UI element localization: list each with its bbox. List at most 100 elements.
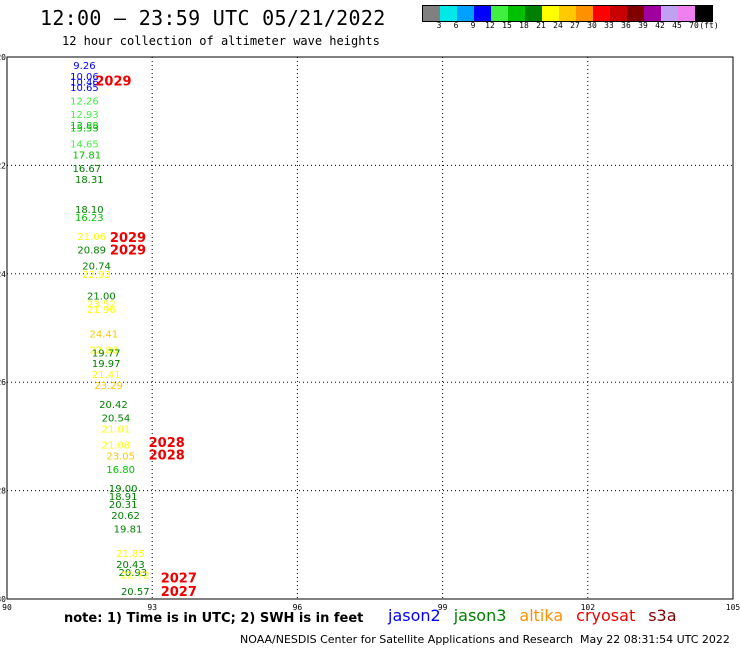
colorbar-swatch	[695, 6, 712, 21]
lat-tick-label: -20	[0, 53, 6, 62]
satellite-legend: jason2 jason3 altika cryosat s3a	[388, 606, 690, 625]
lon-tick-label: 90	[2, 603, 12, 612]
wave-height-value: 14.65	[70, 140, 99, 151]
legend-cryosat: cryosat	[576, 606, 636, 625]
wave-height-value: 17.81	[73, 151, 102, 162]
wave-height-value: 20.74	[82, 262, 111, 273]
wave-height-value: 23.52	[87, 300, 116, 311]
colorbar-swatch	[661, 6, 678, 21]
wave-height-value: 18.10	[75, 205, 104, 216]
colorbar-label: 6	[453, 21, 459, 30]
wave-height-value: 23.29	[94, 381, 123, 392]
wave-height-value: 21.01	[102, 424, 131, 435]
wave-height-value: 20.31	[109, 500, 138, 511]
colorbar-label: 3	[436, 21, 442, 30]
colorbar-label: 70	[689, 21, 699, 30]
colorbar-label: 45	[672, 21, 682, 30]
pass-time-label: 2028	[149, 448, 185, 463]
lat-tick-label: -22	[0, 161, 6, 170]
wave-height-value: 16.23	[75, 213, 104, 224]
colorbar-label: 33	[604, 21, 614, 30]
wave-height-value: 19.97	[92, 359, 121, 370]
colorbar-label: 9	[470, 21, 476, 30]
colorbar-label: 24	[553, 21, 563, 30]
wave-height-value: 16.67	[73, 164, 102, 175]
lat-tick-label: -28	[0, 487, 6, 496]
wave-height-value: 21.08	[102, 441, 131, 452]
colorbar-label: 21	[536, 21, 546, 30]
lon-tick-label: 93	[147, 603, 157, 612]
lat-tick-label: -26	[0, 378, 6, 387]
legend-altika: altika	[519, 606, 564, 625]
generated-timestamp: May 22 08:31:54 UTC 2022	[580, 633, 730, 646]
colorbar	[422, 5, 713, 22]
colorbar-swatch	[627, 6, 644, 21]
colorbar-swatch	[440, 6, 457, 21]
lon-tick-label: 102	[581, 603, 596, 612]
colorbar-swatch	[474, 6, 491, 21]
page-title: 12:00 – 23:59 UTC 05/21/2022	[40, 6, 386, 30]
wave-height-value: 10.65	[70, 83, 99, 94]
wave-height-value: 20.54	[102, 413, 131, 424]
pass-time-label: 2027	[161, 571, 197, 586]
colorbar-label: 36	[621, 21, 631, 30]
wave-height-value: 21.06	[77, 232, 106, 243]
wave-height-value: 20.42	[99, 400, 128, 411]
colorbar-swatch	[576, 6, 593, 21]
wave-height-value: 20.89	[77, 245, 106, 256]
wave-height-value: 10.06	[70, 72, 99, 83]
colorbar-swatch	[678, 6, 695, 21]
colorbar-swatch	[525, 6, 542, 21]
wave-height-value: 22.93	[82, 270, 111, 281]
pass-time-label: 2029	[110, 231, 146, 246]
wave-height-value: 19.00	[109, 484, 138, 495]
colorbar-label: 18	[519, 21, 529, 30]
wave-height-value: 15.53	[70, 123, 99, 134]
colorbar-swatch	[610, 6, 627, 21]
colorbar-swatch	[508, 6, 525, 21]
lon-tick-label: 99	[438, 603, 448, 612]
lon-tick-label: 96	[293, 603, 303, 612]
wave-height-value: 24.41	[89, 329, 118, 340]
colorbar-labels: 3 6 9 12 15 18 21 24 27 30 33 36 39 42 45 70 (ft)	[422, 21, 740, 33]
colorbar-label: 39	[638, 21, 648, 30]
lat-tick-label: -24	[0, 270, 6, 279]
agency-credit: NOAA/NESDIS Center for Satellite Applica…	[240, 633, 574, 646]
wave-height-value: 22.88	[89, 346, 118, 357]
lon-tick-label: 105	[726, 603, 740, 612]
colorbar-label: 12	[485, 21, 495, 30]
wave-height-value: 9.26	[73, 61, 95, 72]
colorbar-label: 30	[587, 21, 597, 30]
units-note: note: 1) Time is in UTC; 2) SWH is in fe…	[64, 611, 364, 626]
colorbar-label: 27	[570, 21, 580, 30]
legend-s3a: s3a	[648, 606, 677, 625]
page-subtitle: 12 hour collection of altimeter wave hei…	[62, 34, 380, 48]
colorbar-label: 15	[502, 21, 512, 30]
wave-height-value: 19.77	[92, 348, 121, 359]
wave-height-value: 21.00	[87, 291, 116, 302]
wave-height-value: 20.57	[121, 587, 150, 598]
wave-height-value: 19.81	[114, 525, 143, 536]
legend-jason2: jason2	[388, 606, 441, 625]
colorbar-swatch	[542, 6, 559, 21]
colorbar-swatch	[644, 6, 661, 21]
wave-height-value: 23.05	[106, 451, 135, 462]
pass-time-label: 2029	[95, 74, 131, 89]
colorbar-swatch	[423, 6, 440, 21]
pass-time-label: 2027	[161, 585, 197, 600]
wave-height-value: 12.93	[70, 110, 99, 121]
colorbar-label: (ft)	[699, 21, 719, 30]
legend-jason3: jason3	[453, 606, 507, 625]
wave-height-value: 21.96	[87, 305, 116, 316]
wave-height-value: 22.72	[121, 571, 150, 582]
pass-time-label: 2028	[149, 436, 185, 451]
colorbar-label: 42	[655, 21, 665, 30]
colorbar-swatch	[491, 6, 508, 21]
wave-height-value: 12.26	[70, 96, 99, 107]
wave-height-value: 20.93	[119, 568, 148, 579]
wave-height-value: 21.85	[116, 549, 145, 560]
wave-height-value: 16.80	[106, 465, 135, 476]
colorbar-swatch	[593, 6, 610, 21]
wave-height-value: 18.31	[75, 175, 104, 186]
